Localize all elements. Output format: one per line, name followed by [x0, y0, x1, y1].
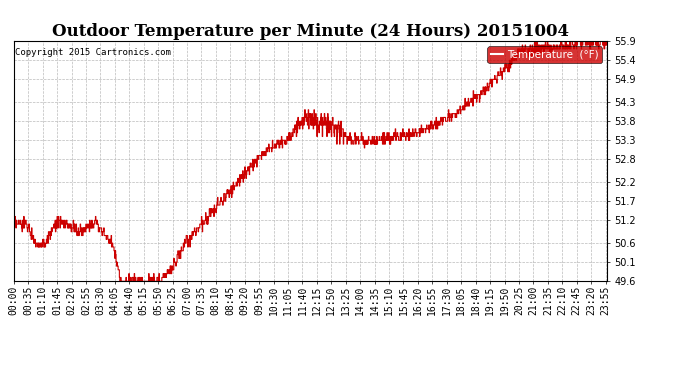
- Text: Copyright 2015 Cartronics.com: Copyright 2015 Cartronics.com: [15, 48, 171, 57]
- Title: Outdoor Temperature per Minute (24 Hours) 20151004: Outdoor Temperature per Minute (24 Hours…: [52, 23, 569, 40]
- Legend: Temperature  (°F): Temperature (°F): [487, 46, 602, 63]
